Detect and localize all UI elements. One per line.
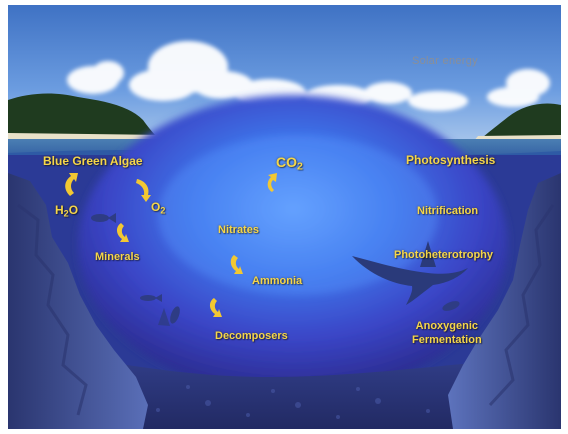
diagram-frame: Solar energy Blue Green Algae CO2 Photos… — [8, 5, 561, 429]
o2-base-text: O — [151, 200, 161, 214]
photosynthesis-label: Photosynthesis — [406, 153, 496, 167]
rock-left — [8, 173, 148, 429]
h2o-h-text: H — [55, 203, 64, 217]
arrow-algae-to-o2 — [136, 179, 151, 202]
fermentation-line: Fermentation — [412, 333, 482, 346]
anoxygenic-fermentation-label: Anoxygenic Fermentation — [412, 320, 482, 348]
minerals-label: Minerals — [95, 251, 140, 263]
arrow-co2 — [267, 173, 277, 192]
o2-subscript: 2 — [160, 205, 166, 216]
arrow-h2o-to-algae — [65, 173, 78, 196]
rock-right — [448, 173, 561, 429]
ammonia-label: Ammonia — [252, 275, 303, 287]
cycle-arrows — [65, 173, 277, 317]
h2o-label: H2O — [55, 204, 78, 218]
arrow-decomposers — [209, 298, 222, 317]
nitrates-label: Nitrates — [218, 224, 259, 236]
shark-silhouette — [352, 241, 468, 305]
co2-subscript: 2 — [297, 160, 303, 173]
solar-energy-label: Solar energy — [412, 55, 478, 67]
anoxygenic-line: Anoxygenic — [415, 320, 479, 332]
ocean-scene-illustration — [8, 5, 561, 429]
arrow-ammonia — [230, 255, 243, 274]
co2-base-text: CO — [276, 154, 297, 170]
co2-label: CO2 — [276, 155, 303, 172]
o2-label: O2 — [151, 201, 165, 215]
decomposers-label: Decomposers — [215, 330, 288, 342]
h2o-o-text: O — [68, 203, 79, 217]
nitrification-label: Nitrification — [417, 205, 479, 217]
small-fish — [91, 213, 460, 326]
blue-green-algae-label: Blue Green Algae — [43, 154, 143, 168]
photoheterotrophy-label: Photoheterotrophy — [394, 249, 493, 261]
h2o-subscript: 2 — [63, 208, 69, 219]
arrow-minerals — [116, 223, 129, 242]
